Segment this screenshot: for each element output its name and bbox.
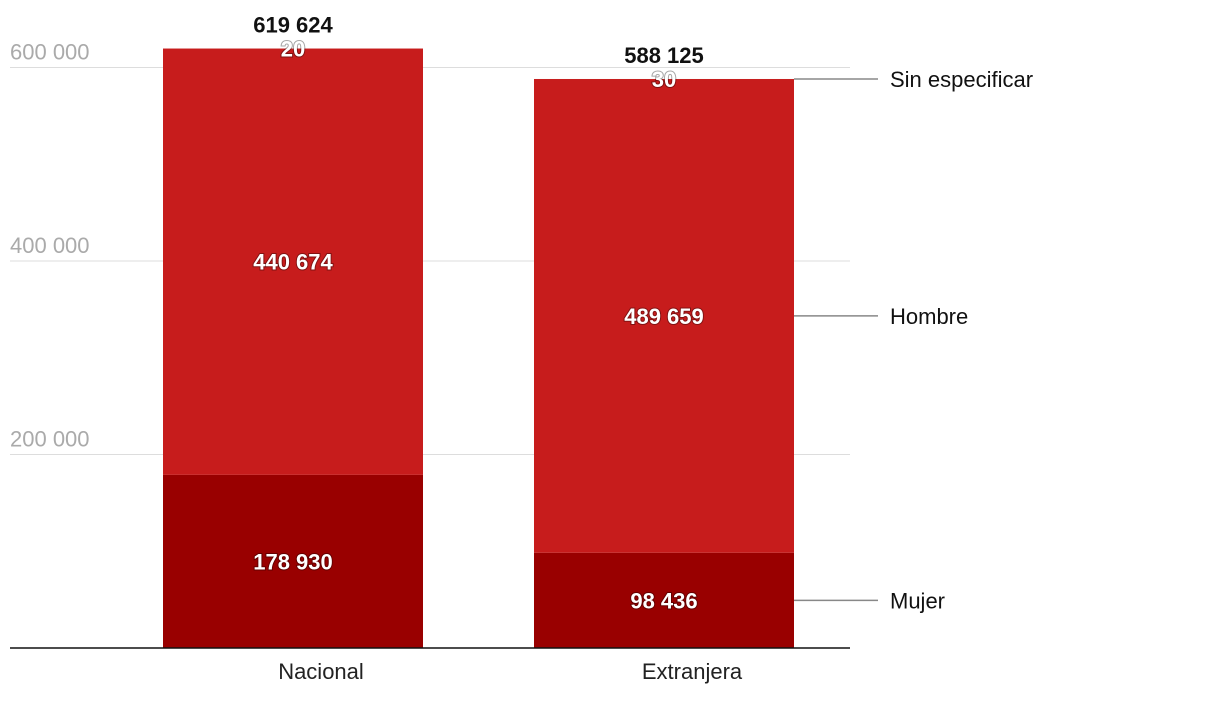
segment-value-label: 178 930	[253, 549, 333, 574]
y-tick-label: 400 000	[10, 233, 90, 258]
bar-segment	[534, 79, 794, 553]
legend-label: Mujer	[890, 588, 945, 613]
gridlines: 200 000 400 000 600 000	[10, 40, 850, 455]
legend-label: Hombre	[890, 304, 968, 329]
segment-value-label: 20	[281, 37, 305, 62]
legend-label: Sin especificar	[890, 67, 1033, 92]
x-tick-label: Nacional	[278, 659, 364, 684]
segment-value-label: 440 674	[253, 250, 333, 275]
segment-value-label: 30	[652, 67, 676, 92]
y-tick-label: 200 000	[10, 427, 90, 452]
bar-segment	[163, 474, 423, 648]
x-axis: Nacional Extranjera	[10, 647, 850, 684]
bar-segment	[534, 552, 794, 648]
segment-value-label: 489 659	[624, 304, 704, 329]
bars	[163, 48, 794, 648]
x-tick-label: Extranjera	[642, 659, 743, 684]
legend: Mujer Hombre Sin especificar	[794, 67, 1033, 613]
total-value-label: 588 125	[624, 43, 704, 68]
y-tick-label: 600 000	[10, 40, 90, 65]
bar-segment	[163, 48, 423, 475]
total-value-label: 619 624	[253, 13, 333, 38]
segment-value-label: 98 436	[630, 588, 697, 613]
